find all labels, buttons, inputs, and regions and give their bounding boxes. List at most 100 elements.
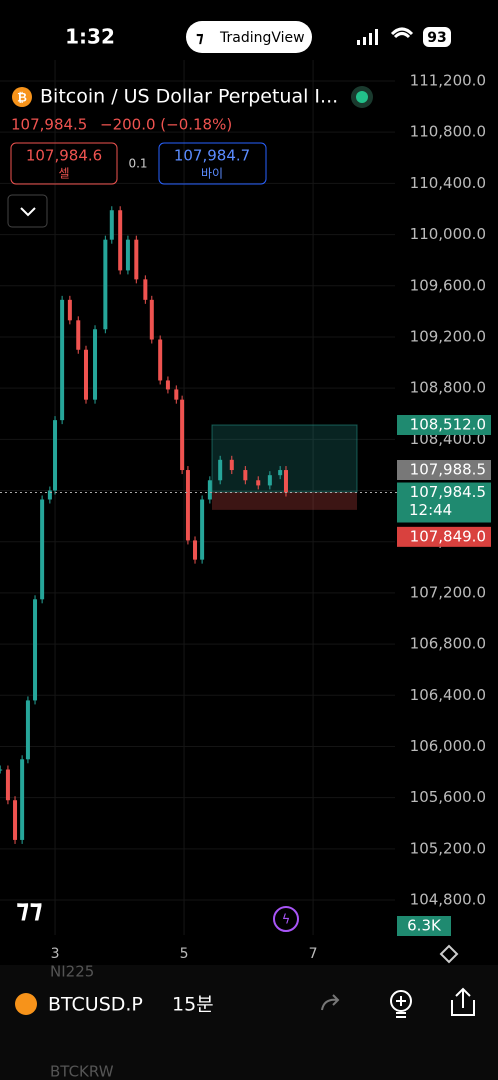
symbol-title[interactable]: Bitcoin / US Dollar Perpetual I... [40,86,338,108]
candle-body [193,540,198,560]
sell-label: 셀 [58,167,69,181]
battery [423,27,451,47]
alert-button[interactable] [273,906,299,932]
candle-body [33,599,38,701]
watch-below: BTCKRW [50,1063,114,1080]
candle-body [267,475,272,486]
candle-body [103,239,108,330]
candle-body [83,349,88,400]
sell-price: 107,984.6 [26,147,102,165]
candle-body [229,459,234,471]
y-tick-label: 106,000.0 [410,737,486,755]
buy-label: 바이 [201,167,223,181]
btc-symbol: ₿ [17,91,27,105]
candle-body [174,389,179,400]
battery-level: 93 [427,30,446,46]
settings-button[interactable] [439,944,459,964]
candle-body [20,759,25,840]
time: 1:32 [65,25,115,49]
candle-body [60,299,65,421]
take-profit-tag-bg [397,414,491,435]
bolt: ϟ [282,913,291,928]
candle-body [143,279,148,300]
y-tick-label: 105,600.0 [410,788,486,806]
candle-body [40,499,45,600]
candle-body [278,470,283,476]
candle-body [76,320,81,350]
y-tick-label: 110,000.0 [410,225,486,243]
candle-body [0,769,3,771]
y-tick-label: 106,400.0 [410,686,486,704]
last-price: 107,984.5 [11,116,87,134]
candle-body [243,470,248,481]
x-tick-label: 3 [51,946,60,962]
watch-above: NI225 [50,963,94,981]
app-pill [186,21,312,53]
candle-body [165,380,170,390]
btc-icon [12,87,32,107]
indicator-button[interactable] [390,990,412,1012]
market-status [356,91,368,103]
redo[interactable] [321,994,340,1011]
candle-body [25,700,30,760]
y-tick-label: 109,200.0 [410,327,486,345]
candle-body [149,299,154,340]
candle-body [256,480,261,486]
y-tick-label: 109,600.0 [410,276,486,294]
candle-body [200,499,205,560]
y-tick-label: 105,200.0 [410,839,486,857]
loss-zone [212,491,357,510]
indicator-icon [396,996,406,1018]
spread: 0.1 [128,157,147,171]
y-tick-label: 110,800.0 [410,123,486,141]
candle-body [283,470,288,493]
stop-loss-tag-bg [397,526,491,547]
volume-tag-bg [397,916,451,936]
take-profit-tag: 108,512.0 [410,415,486,433]
bottom-bar [0,965,498,1080]
candle-body [67,299,72,321]
candle-body [180,399,185,471]
btc-icon-bottom [15,993,37,1015]
stop-loss-tag: 107,849.0 [410,527,486,545]
candle-body [118,210,123,271]
chevron [20,207,36,217]
buy-button[interactable] [158,142,267,185]
candle-body [185,470,190,541]
buy-price: 107,984.7 [174,147,250,165]
candle-body [218,459,223,481]
y-tick-label: 104,800.0 [410,891,486,909]
candle-body [158,339,163,381]
signal [357,29,378,45]
y-tick-label: 110,400.0 [410,174,486,192]
entry-tag-bg [397,459,491,480]
volume-tag: 6.3K [407,917,442,935]
collapse-button[interactable] [7,194,48,228]
candle-body [93,329,98,400]
y-tick-label: 106,800.0 [410,635,486,653]
share-button[interactable] [451,987,475,1016]
candle-body [207,480,212,500]
candle-body [5,769,10,801]
entry-tag: 107,988.5 [410,460,486,478]
y-tick-label: 108,800.0 [410,379,486,397]
x-tick-label: 5 [180,946,189,962]
candle-body [125,239,130,271]
app-name: TradingView [219,30,305,46]
candle-body [109,210,114,240]
last-price-bg [397,482,491,523]
tv-watermark: ⁊⁊ [16,895,43,925]
x-tick-label: 7 [309,946,318,962]
candle-body [13,800,18,840]
countdown: 12:44 [409,501,452,519]
price-change: −200.0 (−0.18%) [100,116,232,134]
candle-body [134,239,139,280]
y-tick-label: 111,200.0 [410,71,486,89]
y-tick-label: 107,200.0 [410,583,486,601]
tv-logo: ⁊ [196,29,204,47]
bottom-symbol[interactable]: BTCUSD.P [48,994,143,1016]
candle-body [47,490,52,500]
interval[interactable]: 15분 [172,994,214,1016]
sell-button[interactable] [10,142,118,185]
